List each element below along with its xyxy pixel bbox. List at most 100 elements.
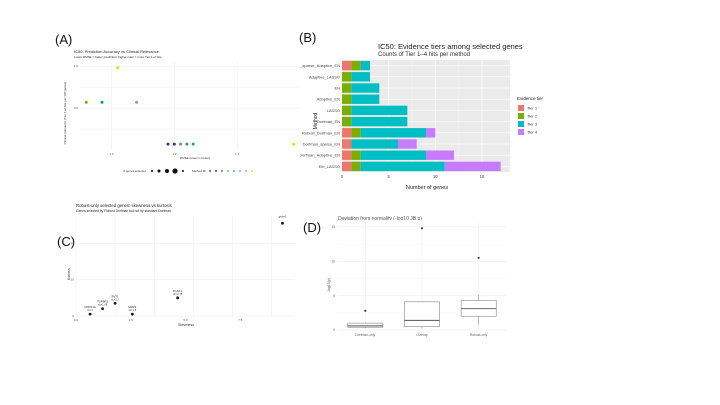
panel-c-point (281, 221, 284, 225)
panel-a-point (166, 142, 170, 146)
panel-b-bar-segment (351, 150, 361, 160)
panel-c-x-tick: 0.0 (74, 318, 79, 322)
panel-b-legend-label: Tier 2 (527, 114, 538, 119)
panel-b-category-label: Robust_Dorfman_Adaptive_EN (300, 153, 340, 158)
panel-b-bar-segment (351, 60, 361, 71)
panel-b-legend-key (518, 105, 524, 111)
panel-a-point (100, 100, 104, 104)
panel-d-ylabel: -log10(p) (327, 278, 331, 292)
panel-d-title: Deviation from normality (-log10 JB p) (338, 216, 422, 222)
panel-d-category-label: Overlap (416, 333, 428, 337)
panel-a-x-tick: 1.2 (172, 152, 177, 156)
panel-c-y-tick: 0 (72, 314, 74, 318)
panel-c-point-label: MMP1 (128, 305, 137, 309)
panel-b-bar-segment (342, 150, 352, 160)
panel-b-bar-segment (360, 128, 426, 138)
panel-c-point (113, 301, 117, 305)
panel-a-point (84, 100, 88, 104)
panel-a-title: IC50: Prediction Accuracy vs Clinical Re… (74, 49, 159, 54)
panel-b-bar-segment (360, 150, 426, 160)
panel-a-x-tick: 1.0 (109, 152, 114, 156)
panel-a-legend-size-title: # genes selected (123, 169, 146, 173)
panel-a-ylabel: Clinical relevance (Tier 1+2 hits per 10… (63, 82, 67, 145)
panel-b-bar-segment (360, 60, 370, 71)
panel-a-point (179, 142, 183, 146)
panel-b-category-label: EN (334, 86, 340, 91)
panel-b-legend-label: Tier 4 (527, 130, 538, 135)
panel-b-bar-segment (342, 105, 352, 116)
panel-c-y-tick: 40 (71, 241, 75, 245)
panel-a-chart: 1.0 1.2 1.4 0.5 1.0 RMSE (lower is better) C… (63, 62, 300, 174)
panel-tag-c: (C) (57, 234, 76, 249)
panel-a-subtitle: Lower RMSE = better prediction; higher c… (74, 55, 162, 59)
panel-b-bar-segment (351, 105, 408, 116)
panel-b-bar-segment (342, 139, 352, 149)
panel-b-chart: Dorfman_sparse_Adaptive_EN Adaptive_LASSO… (300, 60, 544, 191)
panel-b-x-tick: 10 (433, 174, 438, 179)
panel-b-category-label: Robust_Dorfman_EN (302, 130, 340, 135)
panel-c-point-stat: sk=1 (87, 308, 93, 312)
panel-d-category-label: Robust-only (470, 333, 488, 337)
panel-b-bar-segment (342, 60, 352, 71)
panel-c-x-tick: 2.5 (129, 318, 134, 322)
panel-d-outlier (364, 309, 367, 312)
panel-b-category-label: Adaptive_EN (317, 97, 340, 102)
panel-c-point-label: CDKN1A (84, 305, 95, 309)
panel-a-plot-area (80, 62, 300, 150)
panel-d-y-tick: 5 (333, 294, 335, 298)
panel-c-subtitle: Genes selected by Robust Dorfman but not… (76, 209, 171, 213)
panel-a-point (135, 100, 139, 104)
panel-b-bar-segment (351, 128, 361, 138)
panel-d-category-label: Dorfman-only (355, 333, 375, 337)
panel-b-legend-key (518, 121, 524, 127)
panel-c-point (176, 296, 180, 300)
panel-b-bar-segment (342, 72, 352, 82)
panel-b-bar-segment (426, 128, 436, 138)
panel-b-bar-segment (444, 161, 501, 172)
panel-c-x-tick: 7.5 (238, 318, 243, 322)
panel-b-bar-segment (360, 161, 445, 172)
panel-tag-a: (A) (55, 32, 73, 47)
panel-b-x-tick: 15 (480, 174, 485, 179)
panel-b-category-label: Adaptive_LASSO (309, 74, 340, 79)
panel-c-point-label: TGFBR1 (97, 300, 108, 304)
panel-b-bar-segment (351, 139, 398, 149)
panel-b-category-label: Dorfman_sparse_Adaptive_EN (300, 63, 340, 68)
panel-c-plot-area (76, 216, 295, 316)
panel-c-point (130, 312, 134, 316)
panel-b-ylabel: Method (313, 112, 319, 129)
panel-c-xlabel: Skewness (178, 323, 194, 327)
panel-b-bar-segment (398, 139, 417, 149)
panel-c-point-label: gene1 (279, 214, 287, 218)
panel-b-bar-segment (342, 161, 352, 172)
panel-d-box (404, 301, 440, 327)
panel-b-bar-segment (351, 116, 408, 127)
panel-c-point (101, 307, 104, 311)
panel-a-point (292, 142, 296, 146)
panel-tag-b: (B) (299, 30, 317, 45)
panel-b-category-label: Dorfman_EN (317, 119, 340, 124)
panel-b-x-tick: 0 (341, 174, 344, 179)
panel-c-point-stat: sk=1.1 (111, 297, 119, 301)
panel-d-y-tick: 10 (331, 259, 335, 263)
panel-b-category-label: Dorfman_sparse_EN (303, 142, 340, 147)
panel-b-bar-segment (351, 83, 380, 93)
panel-tag-d: (D) (303, 220, 322, 235)
panel-b-bar-segment (342, 128, 352, 138)
panel-b-bar-segment (351, 94, 380, 104)
panel-a-legend-method-title: Method ID (192, 169, 207, 173)
panel-a-point (191, 142, 195, 146)
panel-b-bar-segment (351, 72, 370, 82)
panel-b-legend-label: Tier 1 (527, 106, 538, 111)
panel-a-xlabel: RMSE (lower is better) (180, 156, 210, 160)
panel-b-legend-key (518, 129, 524, 135)
panel-c-point-label: PVT1 (112, 294, 119, 298)
panel-a-y-tick: 1.0 (74, 64, 79, 68)
panel-b-xlabel: Number of genes (406, 185, 448, 191)
panel-c-ylabel: Kurtosis (67, 268, 71, 280)
panel-c-point-stat: sk=1.6 (128, 308, 136, 312)
panel-c-y-tick: 20 (71, 278, 75, 282)
panel-c-title: Robust-only selected genes: skewness vs … (76, 203, 172, 208)
panel-d-box (347, 322, 384, 328)
panel-b-subtitle: Counts of Tier 1–4 hits per method (378, 52, 471, 58)
